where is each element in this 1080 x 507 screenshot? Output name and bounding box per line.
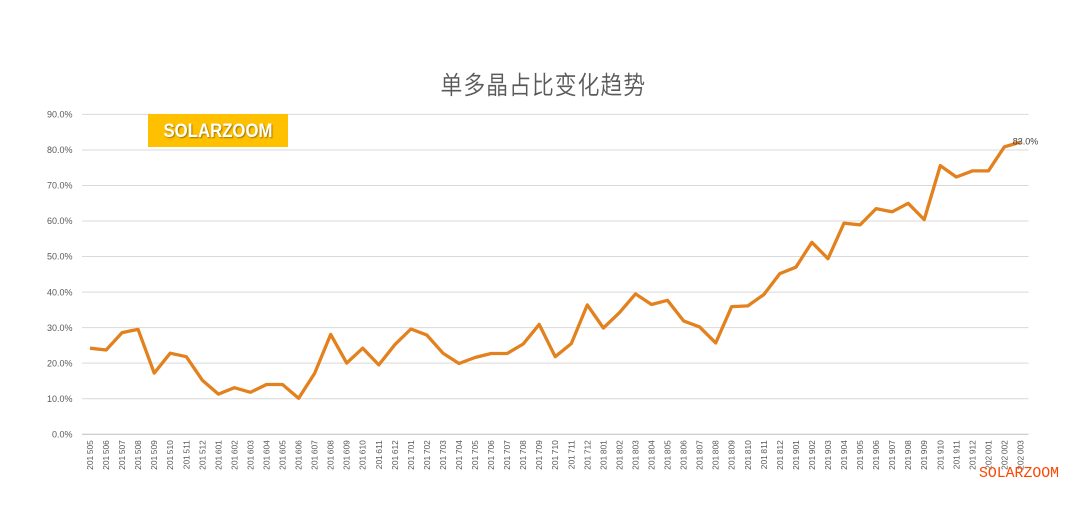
svg-text:80.0%: 80.0% [47, 145, 73, 155]
svg-text:201 812: 201 812 [775, 440, 785, 470]
svg-text:201 808: 201 808 [711, 440, 721, 470]
svg-text:201 903: 201 903 [823, 440, 833, 470]
svg-text:201 801: 201 801 [598, 440, 608, 470]
svg-text:90.0%: 90.0% [47, 110, 73, 120]
svg-text:201 509: 201 509 [149, 440, 159, 470]
svg-text:201 807: 201 807 [695, 440, 705, 470]
svg-text:201 901: 201 901 [791, 440, 801, 470]
svg-text:201 708: 201 708 [518, 440, 528, 470]
svg-text:201 608: 201 608 [326, 440, 336, 470]
svg-text:201 505: 201 505 [85, 440, 95, 470]
svg-text:201 703: 201 703 [438, 440, 448, 470]
svg-text:201 604: 201 604 [262, 440, 272, 470]
svg-text:201 805: 201 805 [663, 440, 673, 470]
svg-text:201 606: 201 606 [294, 440, 304, 470]
svg-text:201 711: 201 711 [566, 440, 576, 469]
svg-text:60.0%: 60.0% [47, 216, 73, 226]
svg-text:50.0%: 50.0% [47, 252, 73, 262]
svg-text:201 907: 201 907 [887, 440, 897, 470]
svg-text:201 803: 201 803 [631, 440, 641, 470]
svg-text:201 810: 201 810 [743, 440, 753, 470]
svg-text:201 911: 201 911 [951, 440, 961, 469]
svg-text:201 709: 201 709 [534, 440, 544, 470]
svg-text:201 612: 201 612 [390, 440, 400, 470]
svg-text:30.0%: 30.0% [47, 323, 73, 333]
svg-text:201 511: 201 511 [181, 440, 191, 469]
svg-text:202 001: 202 001 [983, 440, 993, 470]
svg-text:201 602: 201 602 [229, 440, 239, 470]
svg-text:201 605: 201 605 [278, 440, 288, 470]
svg-text:70.0%: 70.0% [47, 181, 73, 191]
svg-text:20.0%: 20.0% [47, 358, 73, 368]
svg-text:201 601: 201 601 [213, 440, 223, 470]
svg-text:201 610: 201 610 [358, 440, 368, 470]
svg-text:202 003: 202 003 [1016, 440, 1026, 470]
svg-text:83.0%: 83.0% [1013, 136, 1039, 146]
svg-text:202 002: 202 002 [999, 440, 1009, 470]
svg-text:201 811: 201 811 [759, 440, 769, 469]
svg-text:201 912: 201 912 [967, 440, 977, 470]
svg-text:201 508: 201 508 [133, 440, 143, 470]
svg-text:201 702: 201 702 [422, 440, 432, 470]
svg-text:201 909: 201 909 [919, 440, 929, 470]
svg-text:201 902: 201 902 [807, 440, 817, 470]
svg-text:201 712: 201 712 [582, 440, 592, 470]
svg-text:201 802: 201 802 [614, 440, 624, 470]
svg-text:10.0%: 10.0% [47, 394, 73, 404]
svg-text:201 710: 201 710 [550, 440, 560, 470]
svg-text:201 707: 201 707 [502, 440, 512, 470]
svg-text:40.0%: 40.0% [47, 287, 73, 297]
svg-text:201 904: 201 904 [839, 440, 849, 470]
svg-text:201 701: 201 701 [406, 440, 416, 470]
svg-text:201 910: 201 910 [935, 440, 945, 470]
svg-text:201 506: 201 506 [101, 440, 111, 470]
svg-text:SOLARZOOM: SOLARZOOM [164, 120, 273, 142]
svg-text:201 507: 201 507 [117, 440, 127, 470]
svg-text:201 804: 201 804 [647, 440, 657, 470]
svg-text:201 607: 201 607 [310, 440, 320, 470]
svg-text:201 905: 201 905 [855, 440, 865, 470]
svg-text:SOLARZOOM: SOLARZOOM [979, 466, 1059, 482]
svg-text:201 611: 201 611 [374, 440, 384, 469]
svg-text:201 908: 201 908 [903, 440, 913, 470]
svg-text:201 609: 201 609 [342, 440, 352, 470]
svg-text:201 512: 201 512 [197, 440, 207, 470]
svg-text:201 906: 201 906 [871, 440, 881, 470]
svg-text:201 510: 201 510 [165, 440, 175, 470]
svg-text:201 806: 201 806 [679, 440, 689, 470]
svg-text:0.0%: 0.0% [52, 429, 73, 439]
svg-text:201 603: 201 603 [245, 440, 255, 470]
svg-text:201 706: 201 706 [486, 440, 496, 470]
svg-text:201 704: 201 704 [454, 440, 464, 470]
svg-text:201 809: 201 809 [727, 440, 737, 470]
svg-text:201 705: 201 705 [470, 440, 480, 470]
